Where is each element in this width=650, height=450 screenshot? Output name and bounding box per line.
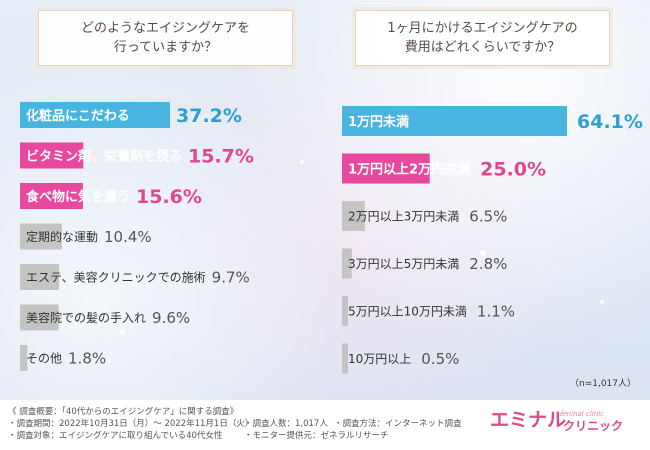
right-question-box: 1ヶ月にかけるエイジングケアの 費用はどれくらいですか？ bbox=[355, 10, 610, 66]
bar bbox=[20, 142, 84, 169]
value-label: 1.8% bbox=[68, 350, 106, 368]
right-bar-chart: 1万円未満 64.1% 1万円以上2万円未満 25.0% 2万円以上3万円未満 6.5% 3… bbox=[342, 106, 643, 374]
survey-overview: 《 調査概要：「40代からのエイジングケア」に関する調査》 bbox=[8, 407, 239, 417]
left-question-line1: どのようなエイジングケアを bbox=[80, 20, 250, 36]
value-label: 1.1% bbox=[477, 303, 515, 321]
survey-method: ・調査方法：インターネット調査 bbox=[334, 419, 462, 429]
value-label: 10.4% bbox=[104, 228, 152, 246]
category-label: ビタミン剤、栄養剤を摂る bbox=[26, 148, 182, 164]
logo-clinic-text: クリニック bbox=[563, 419, 624, 433]
bar bbox=[342, 296, 348, 326]
eminal-clinic-logo: エミナル ēminal clinic クリニック bbox=[490, 408, 640, 444]
value-label: 0.5% bbox=[421, 350, 459, 368]
bar bbox=[342, 201, 365, 231]
right-question-line1: 1ヶ月にかけるエイジングケアの bbox=[387, 20, 578, 36]
survey-people: ・調査人数：1,017人 bbox=[244, 419, 328, 429]
left-bar-chart: 化粧品にこだわる 37.2% ビタミン剤、栄養剤を摂る 15.7% 食べ物に気を遣う 15… bbox=[20, 102, 254, 371]
sparkle-decoration bbox=[300, 160, 304, 164]
bar bbox=[342, 106, 567, 136]
right-question-line2: 費用はどれくらいですか？ bbox=[404, 40, 561, 55]
bar bbox=[342, 343, 348, 374]
charts-canvas: 化粧品にこだわる 37.2% ビタミン剤、栄養剤を摂る 15.7% 食べ物に気を遣う 15… bbox=[20, 102, 643, 374]
sparkle-decoration bbox=[600, 300, 604, 304]
value-label: 15.6% bbox=[136, 186, 202, 208]
category-label: その他 bbox=[26, 352, 62, 366]
category-label: 5万円以上10万円未満 bbox=[348, 305, 467, 319]
bar bbox=[20, 223, 62, 250]
footer: 《 調査概要：「40代からのエイジングケア」に関する調査》 ・調査期間：2022… bbox=[0, 400, 650, 450]
sparkle-decoration bbox=[120, 330, 125, 335]
category-label: エステ、美容クリニックでの施術 bbox=[26, 270, 206, 285]
survey-period: ・調査期間：2022年10月31日（月）～ 2022年11月1日（火） bbox=[8, 419, 254, 429]
bar bbox=[20, 304, 59, 331]
category-label: 3万円以上5万円未満 bbox=[348, 257, 459, 271]
category-label: 1万円未満 bbox=[348, 114, 409, 130]
value-label: 37.2% bbox=[176, 105, 242, 127]
category-label: 食べ物に気を遣う bbox=[26, 189, 130, 205]
left-question-box: どのようなエイジングケアを 行っていますか？ bbox=[38, 10, 293, 66]
value-label: 64.1% bbox=[577, 111, 643, 133]
category-label: 2万円以上3万円未満 bbox=[348, 210, 459, 224]
survey-provider: ・モニター提供元：ゼネラルリサーチ bbox=[244, 431, 389, 441]
value-label: 25.0% bbox=[480, 159, 546, 181]
value-label: 9.6% bbox=[152, 309, 190, 327]
category-label: 10万円以上 bbox=[348, 352, 411, 366]
bar bbox=[342, 153, 430, 184]
sparkle-decoration bbox=[480, 250, 486, 256]
category-label: 美容院での髪の手入れ bbox=[26, 310, 146, 325]
category-label: 定期的な運動 bbox=[26, 229, 98, 244]
value-label: 2.8% bbox=[469, 255, 507, 273]
logo-sub-text: ēminal clinic bbox=[560, 410, 604, 418]
value-label: 9.7% bbox=[212, 269, 250, 287]
category-label: 化粧品にこだわる bbox=[26, 108, 130, 124]
value-label: 15.7% bbox=[188, 146, 254, 168]
bar bbox=[20, 264, 60, 290]
logo-main-text: エミナル bbox=[490, 409, 567, 431]
value-label: 6.5% bbox=[469, 208, 507, 226]
bar bbox=[20, 183, 83, 209]
bar bbox=[20, 345, 28, 371]
left-question-line2: 行っていますか？ bbox=[113, 40, 218, 55]
bar bbox=[342, 248, 352, 279]
survey-target: ・調査対象：エイジングケアに取り組んでいる40代女性 bbox=[8, 431, 223, 441]
category-label: 1万円以上2万円未満 bbox=[348, 161, 470, 177]
sample-size-note: （n=1,017人） bbox=[569, 379, 636, 389]
background bbox=[0, 0, 650, 400]
bar bbox=[20, 102, 170, 128]
